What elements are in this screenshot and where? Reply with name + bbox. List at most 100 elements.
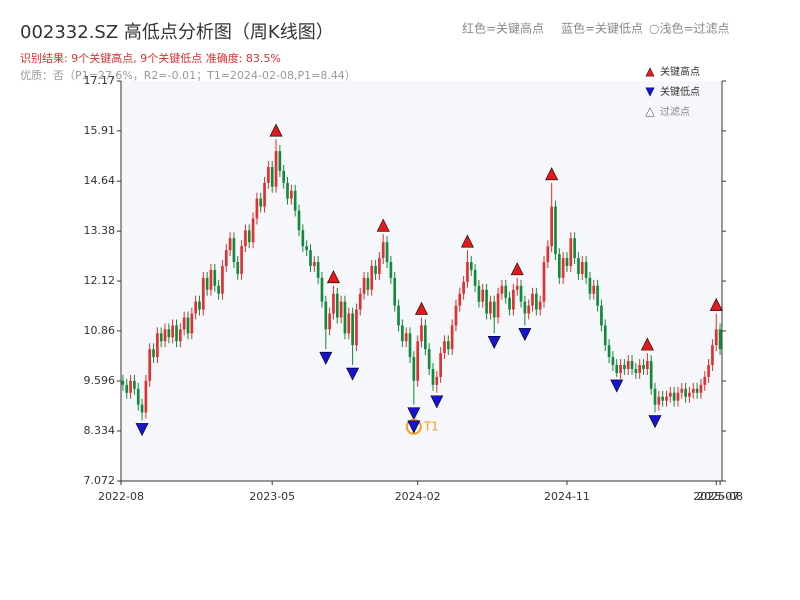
candle-body [691, 388, 695, 393]
candle-body [439, 353, 442, 377]
y-tick-label: 10.86 [84, 324, 116, 337]
candle-body [661, 396, 665, 401]
legend-marker [645, 87, 655, 97]
candle-body [626, 361, 630, 369]
candle-body [431, 368, 435, 385]
key-high-marker [376, 218, 390, 232]
candle-body [297, 210, 301, 231]
candle-body [412, 357, 416, 381]
candle-body [133, 380, 136, 389]
candle-body [270, 166, 274, 187]
candle-body [175, 325, 178, 342]
candle-body [446, 341, 450, 350]
candle-body [293, 190, 297, 211]
x-tick-label: 2025-08 [697, 490, 743, 503]
candle-body [423, 325, 427, 350]
candle-body [236, 262, 240, 274]
candle-body [378, 258, 381, 274]
candle-body [642, 365, 645, 369]
y-tick-label: 9.596 [84, 374, 116, 387]
candle-body [580, 262, 584, 274]
candle-body [320, 277, 324, 302]
candle-body [607, 345, 611, 358]
candle-body [401, 325, 404, 342]
candle-body [366, 277, 370, 290]
key-high-marker [460, 234, 474, 248]
key-high-marker [326, 270, 340, 284]
candle-body [194, 301, 197, 314]
candle-body [182, 317, 186, 330]
candle-body [263, 182, 266, 207]
candle-body [244, 230, 247, 247]
candle-body [477, 285, 481, 302]
candle-body [404, 333, 408, 342]
candle-body [408, 333, 412, 358]
candle-body [523, 301, 527, 314]
x-tick-label: 2022-08 [98, 490, 144, 503]
candle-body [699, 384, 703, 393]
candle-body [569, 238, 573, 266]
candle-body [385, 242, 389, 263]
candle-body [316, 262, 320, 278]
candle-body [163, 329, 167, 342]
candle-body [324, 301, 328, 330]
candle-body [538, 301, 542, 310]
candle-body [355, 309, 358, 346]
candle-body [496, 293, 500, 318]
candle-body [668, 392, 672, 397]
candle-body [427, 349, 431, 369]
subtitle: 优质：否（P1=27.6%，R2=-0.01；T1=2024-02-08,P1=… [20, 69, 356, 82]
candle-body [144, 380, 148, 413]
candle-body [546, 246, 550, 263]
candle-body [339, 301, 343, 318]
candle-body [657, 396, 661, 405]
key-high-marker [269, 123, 283, 137]
legend-marker [645, 67, 655, 77]
y-tick-label: 13.38 [84, 224, 116, 237]
x-tick-label: 2023-05 [249, 490, 295, 503]
candle-body [209, 269, 213, 290]
candle-body [565, 258, 569, 266]
candle-body [232, 238, 236, 263]
y-tick-label: 12.12 [84, 274, 116, 287]
candle-body [190, 313, 194, 334]
candle-body [485, 289, 488, 314]
candle-body [416, 341, 420, 381]
key-low-marker [319, 351, 333, 365]
candle-body [619, 365, 622, 373]
candle-body [450, 325, 454, 350]
candle-body [201, 277, 205, 310]
result-text: 识别结果: 9个关键高点, 9个关键低点 准确度: 83.5% [20, 51, 281, 65]
header-legend: 蓝色=关键低点 [561, 22, 643, 36]
candle-body [247, 230, 251, 243]
header-legend: ○浅色=过滤点 [649, 22, 730, 36]
candle-body [615, 365, 619, 373]
key-low-marker [407, 407, 421, 421]
candle-body [600, 305, 603, 326]
candle-body [508, 297, 511, 310]
candle-body [335, 293, 339, 318]
candle-body [665, 396, 668, 401]
candle-body [703, 376, 707, 385]
candle-body [711, 345, 714, 366]
candle-body [577, 258, 580, 274]
candle-body [443, 341, 446, 354]
candle-body [535, 293, 538, 310]
candle-body [224, 250, 228, 266]
candle-body [343, 301, 347, 334]
candle-body [152, 349, 155, 358]
candle-body [393, 277, 397, 306]
candle-body [489, 301, 492, 314]
candle-body [205, 277, 209, 290]
candle-body [684, 388, 687, 397]
candle-body [462, 281, 465, 294]
candle-body [481, 289, 485, 302]
candle-body [221, 265, 224, 294]
key-low-marker [518, 328, 532, 342]
candle-body [649, 361, 653, 389]
candle-body [454, 305, 458, 326]
candle-body [561, 258, 565, 278]
candle-body [672, 392, 676, 401]
candle-body [592, 285, 596, 294]
